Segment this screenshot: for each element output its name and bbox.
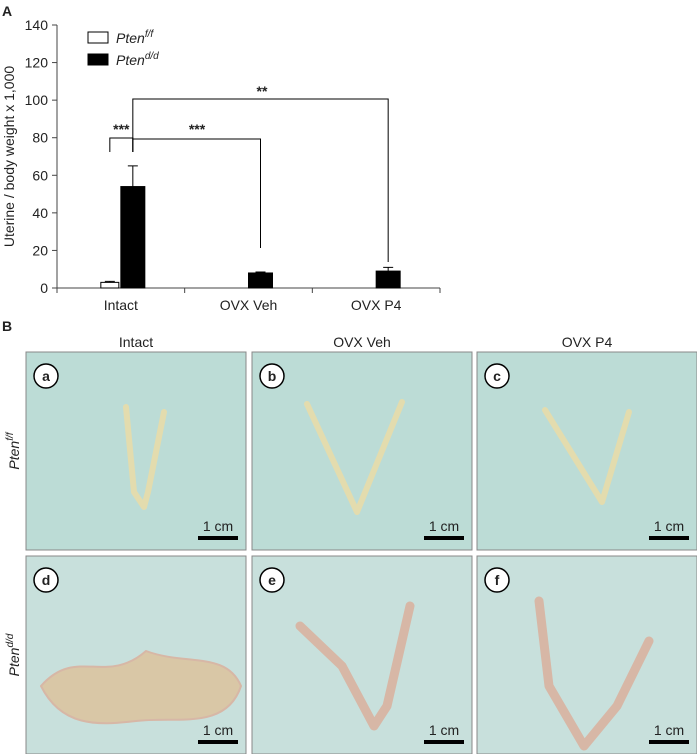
column-header: OVX Veh xyxy=(333,334,391,350)
significance-bracket xyxy=(132,138,261,248)
row-label: Ptend/d xyxy=(5,633,22,676)
panel-badge xyxy=(259,363,285,389)
photo-background xyxy=(251,351,473,551)
error-bar xyxy=(383,266,394,272)
panel-badge xyxy=(33,363,59,389)
scale-bar-label: 1 cm xyxy=(203,722,233,738)
y-tick-label: 100 xyxy=(25,92,49,108)
x-tick-label: OVX Veh xyxy=(220,297,278,313)
photo: a 1 cm xyxy=(25,351,247,551)
photo-background xyxy=(25,351,247,551)
scale-bar-label: 1 cm xyxy=(654,722,684,738)
photo-background xyxy=(476,351,697,551)
uterus xyxy=(304,399,405,515)
uterus xyxy=(542,407,632,505)
error-bar xyxy=(104,280,115,283)
row-label-sup: f/f xyxy=(5,431,16,441)
panel-badge xyxy=(259,567,285,593)
legend-label: Ptend/d xyxy=(116,51,159,68)
photo: d 1 cm xyxy=(25,555,247,754)
error-bar xyxy=(255,271,266,273)
photo-background xyxy=(251,555,473,754)
y-axis-label: Uterine / body weight x 1,000 xyxy=(1,66,17,248)
x-tick-label: OVX P4 xyxy=(351,297,402,313)
scale-bar-label: 1 cm xyxy=(429,722,459,738)
legend-label-base: Pten xyxy=(116,30,145,46)
panel-letter: e xyxy=(268,572,276,588)
panel-label: A xyxy=(2,3,12,19)
row-label-base: Pten xyxy=(6,647,22,676)
panel-label: B xyxy=(2,318,12,334)
y-tick-label: 40 xyxy=(32,205,48,221)
row-label-sup: d/d xyxy=(5,633,16,647)
scale-bar-label: 1 cm xyxy=(654,518,684,534)
legend-label: Ptenf/f xyxy=(116,29,154,46)
bar xyxy=(120,186,146,289)
y-tick-label: 140 xyxy=(25,17,49,33)
panel-letter: a xyxy=(42,368,50,384)
bar xyxy=(375,270,401,289)
uterus xyxy=(123,404,167,510)
x-tick-label: Intact xyxy=(104,297,138,313)
bar-chart: 0 20 40 60 80 100 120 140 Uterine / body weight … xyxy=(1,17,441,313)
error-bar xyxy=(127,165,138,187)
panel-badge xyxy=(484,567,510,593)
y-tick-label: 120 xyxy=(25,55,49,71)
column-header: Intact xyxy=(119,334,153,350)
legend-swatch xyxy=(87,53,109,66)
row-label: Ptenf/f xyxy=(5,431,22,469)
y-tick-label: 20 xyxy=(32,242,48,258)
legend-label-sup: f/f xyxy=(145,29,155,40)
legend-label-sup: d/d xyxy=(145,51,159,62)
column-header: OVX P4 xyxy=(562,334,613,350)
panel-letter: b xyxy=(268,368,277,384)
panel-badge xyxy=(484,363,510,389)
significance-label: *** xyxy=(113,121,130,137)
photo: e 1 cm xyxy=(251,555,473,754)
significance-label: ** xyxy=(257,83,268,99)
y-tick-label: 0 xyxy=(40,280,48,296)
photo: c 1 cm xyxy=(476,351,697,551)
bar xyxy=(100,281,120,289)
panel-letter: f xyxy=(495,572,500,588)
uterus xyxy=(534,596,654,751)
photo: f 1 cm xyxy=(476,555,697,754)
legend-swatch xyxy=(87,31,109,44)
y-tick-label: 80 xyxy=(32,130,48,146)
row-label-base: Pten xyxy=(6,441,22,470)
photo: b 1 cm xyxy=(251,351,473,551)
significance-bracket xyxy=(132,98,389,262)
panel-letter: c xyxy=(493,368,501,384)
bar xyxy=(248,272,273,289)
photo-background xyxy=(476,555,697,754)
y-tick-label: 60 xyxy=(32,167,48,183)
significance-bracket xyxy=(109,137,134,152)
panel-letter: d xyxy=(42,572,51,588)
uterus xyxy=(40,650,242,725)
panel-badge xyxy=(33,567,59,593)
scale-bar-label: 1 cm xyxy=(429,518,459,534)
legend-label-base: Pten xyxy=(116,52,145,68)
uterus xyxy=(295,601,415,731)
significance-label: *** xyxy=(189,121,206,137)
scale-bar-label: 1 cm xyxy=(203,518,233,534)
